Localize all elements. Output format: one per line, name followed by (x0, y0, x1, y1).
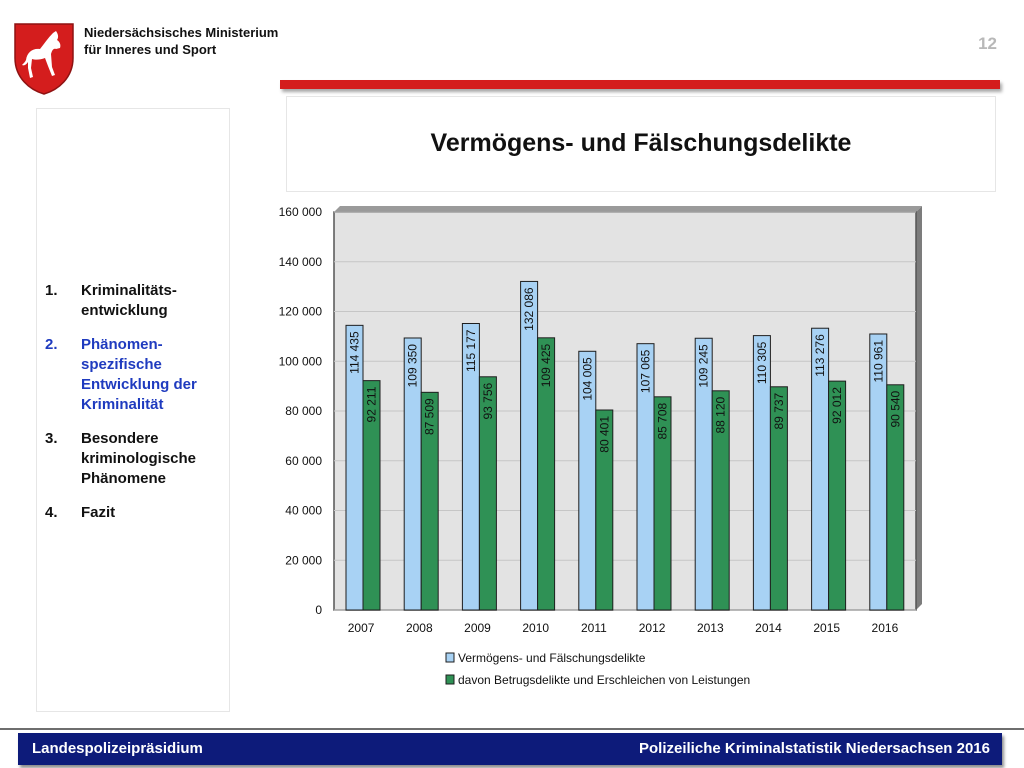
data-label: 109 425 (539, 343, 553, 387)
x-tick-label: 2014 (755, 621, 782, 635)
data-label: 93 756 (481, 382, 495, 419)
data-label: 90 540 (888, 390, 902, 427)
data-label: 85 708 (656, 402, 670, 439)
data-label: 109 245 (697, 344, 711, 388)
title-box: Vermögens- und Fälschungsdelikte (286, 96, 996, 192)
data-label: 113 276 (813, 334, 827, 377)
x-tick-label: 2016 (872, 621, 899, 635)
ministry-name: Niedersächsisches Ministerium für Innere… (84, 24, 278, 58)
agenda-item-label: Besondere kriminologische Phänomene (81, 430, 197, 487)
bar-chart: 0 20 000 40 000 60 000 80 000 100 000 120 000 1… (279, 205, 922, 687)
plot-area-top-edge (334, 206, 922, 212)
data-label: 114 435 (348, 331, 362, 374)
data-label: 92 211 (365, 386, 379, 422)
footer-divider (0, 728, 1024, 730)
y-tick-label: 60 000 (285, 454, 322, 468)
legend-label: davon Betrugsdelikte und Erschleichen vo… (458, 673, 750, 687)
x-tick-label: 2012 (639, 621, 666, 635)
coat-of-arms-logo (14, 23, 74, 95)
bar-fraud (595, 409, 614, 611)
x-tick-label: 2013 (697, 621, 724, 635)
data-label: 80 401 (597, 416, 611, 453)
data-label: 92 012 (830, 387, 844, 424)
x-tick-label: 2015 (813, 621, 840, 635)
y-tick-label: 140 000 (279, 255, 323, 269)
data-label: 89 737 (772, 392, 786, 429)
agenda-item-label: Kriminalitäts-entwicklung (81, 282, 177, 319)
x-tick-label: 2008 (406, 621, 433, 635)
header-divider (280, 80, 1000, 89)
y-tick-label: 40 000 (285, 504, 322, 518)
data-label: 110 305 (755, 341, 769, 384)
bar-fraud (420, 391, 439, 611)
y-tick-label: 160 000 (279, 205, 323, 219)
x-tick-label: 2009 (464, 621, 491, 635)
bar-fraud (537, 337, 556, 611)
bar-fraud (362, 380, 381, 611)
data-label: 132 086 (522, 287, 536, 331)
data-label: 107 065 (639, 349, 653, 393)
legend-swatch (445, 652, 455, 663)
agenda-item-label: Phänomen-spezifische Entwicklung der Kri… (81, 336, 197, 413)
data-label: 115 177 (464, 329, 478, 372)
x-tick-label: 2011 (581, 621, 607, 635)
ministry-name-line-2: für Inneres und Sport (84, 42, 217, 57)
x-tick-label: 2010 (522, 621, 549, 635)
slide-title: Vermögens- und Fälschungsdelikte (430, 129, 852, 157)
agenda-item-2[interactable]: 2. Phänomen-spezifische Entwicklung der … (45, 335, 229, 415)
agenda-panel: 1. Kriminalitäts-entwicklung 2. Phänomen… (36, 108, 230, 712)
agenda-item-number: 1. (45, 282, 58, 299)
data-label: 88 120 (714, 396, 728, 433)
plot-area-side-edge (916, 206, 922, 610)
agenda-item-number: 3. (45, 430, 58, 447)
bar-fraud (478, 376, 497, 611)
x-tick-label: 2007 (348, 621, 375, 635)
y-tick-label: 20 000 (285, 553, 322, 567)
data-label: 109 350 (406, 344, 420, 388)
legend-label: Vermögens- und Fälschungsdelikte (458, 651, 646, 665)
data-label: 104 005 (580, 357, 594, 401)
bar-fraud (653, 396, 672, 611)
data-label: 87 509 (423, 398, 437, 435)
page-number: 12 (978, 34, 997, 53)
agenda-item-4[interactable]: 4. Fazit (45, 503, 229, 523)
y-tick-label: 0 (315, 603, 322, 617)
ministry-name-line-1: Niedersächsisches Ministerium (84, 25, 279, 40)
bar-fraud (828, 380, 847, 611)
bar-fraud (711, 390, 730, 611)
footer-organization: Landespolizeipräsidium (32, 740, 203, 757)
bar-fraud (769, 386, 788, 611)
bar-fraud (886, 384, 905, 611)
y-tick-label: 120 000 (279, 305, 323, 319)
y-tick-label: 100 000 (279, 354, 323, 368)
agenda-item-3[interactable]: 3. Besondere kriminologische Phänomene (45, 429, 229, 489)
footer-bar: Landespolizeipräsidium Polizeiliche Krim… (18, 733, 1002, 765)
agenda-list: 1. Kriminalitäts-entwicklung 2. Phänomen… (45, 281, 229, 537)
agenda-item-number: 2. (45, 336, 58, 353)
data-label: 110 961 (871, 340, 885, 383)
y-tick-label: 80 000 (285, 404, 322, 418)
legend-swatch (445, 674, 455, 685)
agenda-item-label: Fazit (81, 504, 116, 521)
agenda-item-number: 4. (45, 504, 58, 521)
footer-report-title: Polizeiliche Kriminalstatistik Niedersac… (639, 740, 990, 757)
agenda-item-1[interactable]: 1. Kriminalitäts-entwicklung (45, 281, 229, 321)
